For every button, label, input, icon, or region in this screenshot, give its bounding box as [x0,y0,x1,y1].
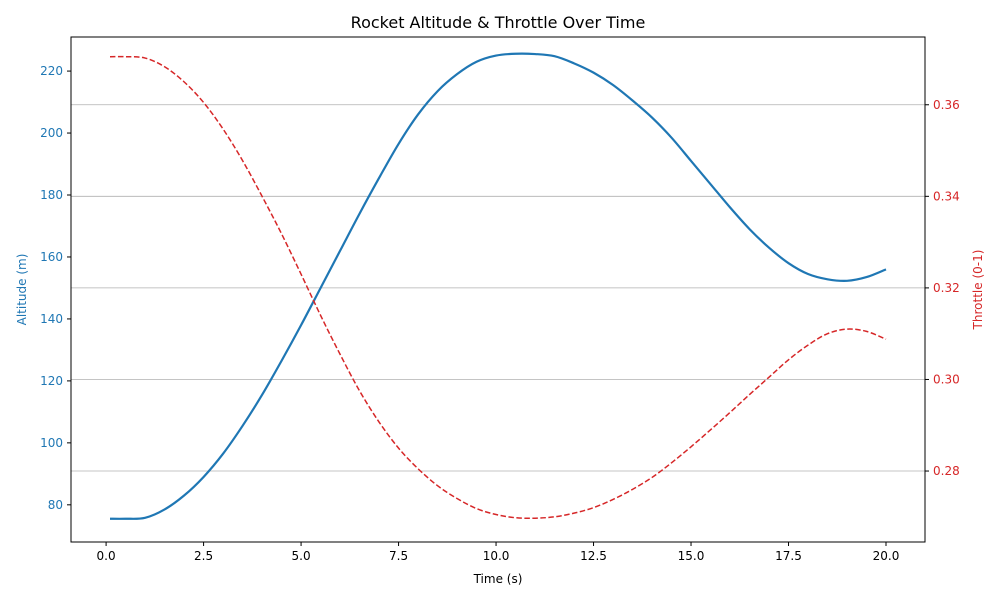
x-tick-label: 12.5 [580,549,607,563]
y-right-tick-label: 0.28 [933,464,960,478]
x-tick-label: 2.5 [194,549,213,563]
y-right-axis-title: Throttle (0-1) [971,250,985,331]
x-tick-label: 20.0 [873,549,900,563]
y-left-tick-label: 140 [40,312,63,326]
chart-title: Rocket Altitude & Throttle Over Time [351,13,646,32]
grid-layer [71,104,925,472]
y-right-tick-label: 0.34 [933,189,960,203]
y-left-tick-label: 180 [40,188,63,202]
x-tick-label: 7.5 [389,549,408,563]
x-tick-label: 10.0 [483,549,510,563]
x-axis-title: Time (s) [473,572,523,586]
x-tick-label: 0.0 [97,549,116,563]
y-left-tick-label: 220 [40,64,63,78]
y-left-tick-label: 80 [48,498,63,512]
y-left-tick-label: 120 [40,374,63,388]
throttle-series-line [109,55,887,520]
y-right-tick-label: 0.30 [933,372,960,386]
y-right-tick-label: 0.32 [933,281,960,295]
plot-frame [70,36,926,543]
ticks-layer: 0.0 2.5 5.0 7.5 10.0 12.5 15.0 17.5 20.0 80 100 120… [40,64,960,563]
series-layer [109,52,887,520]
x-tick-label: 5.0 [292,549,311,563]
y-left-axis-title: Altitude (m) [15,254,29,326]
y-left-tick-label: 160 [40,250,63,264]
y-left-tick-label: 100 [40,436,63,450]
y-right-tick-label: 0.36 [933,98,960,112]
y-left-tick-label: 200 [40,126,63,140]
x-tick-label: 15.0 [678,549,705,563]
axes-layer [70,36,926,543]
x-tick-label: 17.5 [775,549,802,563]
altitude-series-line [109,52,887,520]
